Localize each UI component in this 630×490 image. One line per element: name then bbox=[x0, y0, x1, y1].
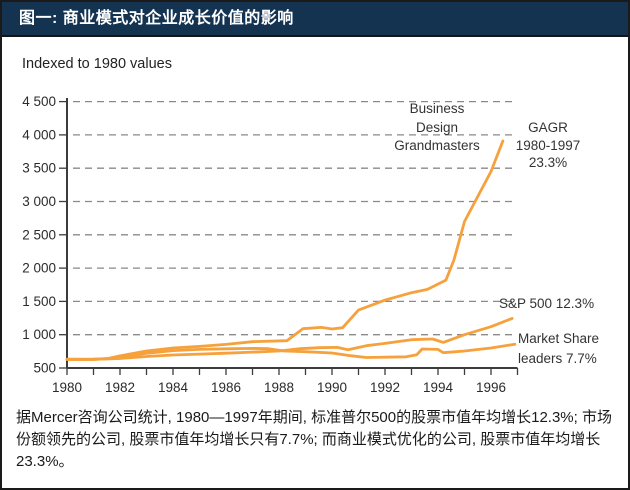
series-line-business-design-grandmasters bbox=[65, 139, 505, 361]
x-tick-label: 1994 bbox=[423, 380, 454, 395]
y-tick-label: 4 500 bbox=[22, 94, 56, 109]
annotation-line: Market Share bbox=[518, 331, 600, 346]
x-tick-label: 1996 bbox=[476, 380, 506, 395]
x-tick-label: 1982 bbox=[105, 380, 135, 395]
annotation-line: Business bbox=[409, 101, 465, 116]
annotation-line: Design bbox=[415, 119, 459, 135]
source-caption: 据Mercer咨询公司统计, 1980—1997年期间, 标准普尔500的股票市… bbox=[16, 409, 612, 470]
y-tick-label: 3 500 bbox=[22, 161, 56, 176]
series-line-market-share-leaders bbox=[65, 342, 517, 361]
figure-title-bar: 图一: 商业模式对企业成长价值的影响 bbox=[2, 2, 628, 37]
x-tick-label: 1990 bbox=[317, 380, 347, 395]
x-tick-label: 1988 bbox=[264, 380, 294, 395]
annotation-line: GAGR bbox=[528, 120, 568, 135]
annotation-cagr: GAGR 1980-1997 23.3% bbox=[504, 119, 592, 172]
annotation-line: leaders 7.7% bbox=[518, 350, 597, 366]
series-line-sp-500 bbox=[65, 316, 514, 361]
y-tick-label: 1 000 bbox=[22, 327, 56, 342]
x-tick-label: 1980 bbox=[52, 380, 82, 395]
x-tick-label: 1992 bbox=[370, 380, 400, 395]
x-tick-label: 1986 bbox=[211, 380, 241, 395]
annotation-line: 1980-1997 bbox=[515, 137, 581, 153]
y-tick-label: 500 bbox=[33, 361, 56, 376]
annotation-line: 23.3% bbox=[528, 155, 568, 170]
y-tick-label: 1 500 bbox=[22, 294, 56, 309]
y-tick-label: 3 000 bbox=[22, 194, 56, 209]
annotation-sp500: S&P 500 12.3% bbox=[499, 296, 595, 311]
y-tick-label: 2 000 bbox=[22, 261, 56, 276]
annotation-market-share: Market Share leaders 7.7% bbox=[518, 329, 618, 368]
annotation-line: Grandmasters bbox=[394, 138, 480, 153]
y-tick-label: 4 000 bbox=[22, 127, 56, 142]
annotation-business-design-grandmasters: Business Design Grandmasters bbox=[374, 100, 500, 156]
y-tick-label: 2 500 bbox=[22, 227, 56, 242]
figure-title: 图一: 商业模式对企业成长价值的影响 bbox=[19, 10, 294, 27]
chart-subtitle: Indexed to 1980 values bbox=[22, 56, 172, 72]
x-tick-label: 1984 bbox=[158, 380, 189, 395]
